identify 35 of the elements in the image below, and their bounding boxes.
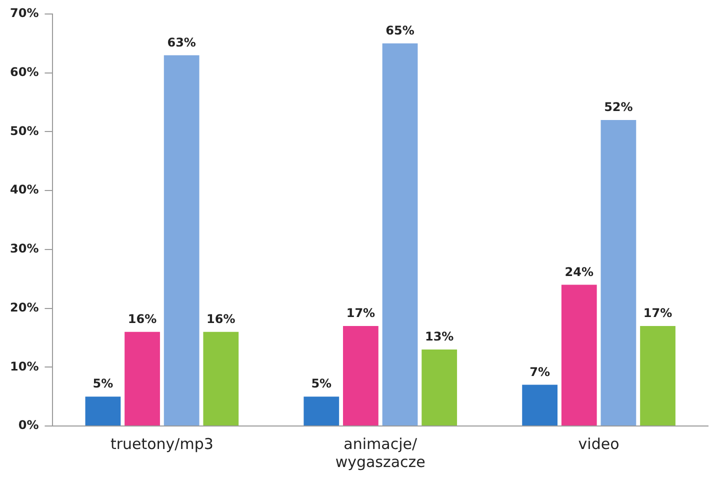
y-tick-label: 70% bbox=[10, 6, 39, 20]
data-label: 52% bbox=[604, 100, 633, 114]
bar bbox=[203, 332, 239, 426]
bar bbox=[640, 326, 676, 426]
y-tick-label: 50% bbox=[10, 124, 39, 138]
x-tick-label: truetony/mp3 bbox=[110, 434, 214, 453]
bar bbox=[343, 326, 378, 426]
bar bbox=[600, 120, 636, 426]
bar bbox=[164, 55, 200, 426]
x-tick-label: animacje/ wygaszacze bbox=[335, 434, 426, 471]
y-tick-label: 20% bbox=[10, 300, 39, 314]
data-label: 13% bbox=[424, 330, 454, 344]
y-tick-label: 60% bbox=[10, 64, 39, 79]
data-label: 65% bbox=[386, 24, 414, 38]
data-label: 7% bbox=[530, 364, 550, 379]
data-label: 63% bbox=[167, 35, 196, 50]
data-label: 16% bbox=[128, 312, 157, 326]
bar bbox=[85, 396, 121, 426]
bar bbox=[304, 396, 340, 426]
data-label: 17% bbox=[346, 306, 376, 320]
bar bbox=[522, 384, 558, 426]
y-tick-label: 10% bbox=[10, 359, 39, 374]
data-label: 24% bbox=[564, 264, 594, 279]
data-label: 5% bbox=[92, 376, 114, 391]
data-label: 17% bbox=[643, 306, 672, 320]
bar bbox=[124, 332, 160, 426]
y-tick-label: 0% bbox=[18, 418, 39, 432]
data-label: 16% bbox=[206, 312, 236, 326]
bar bbox=[561, 284, 597, 426]
y-tick-label: 30% bbox=[10, 242, 39, 256]
bar bbox=[382, 43, 418, 426]
bar bbox=[422, 349, 458, 426]
y-tick-label: 40% bbox=[10, 182, 39, 197]
data-label: 5% bbox=[311, 376, 332, 391]
x-tick-label: video bbox=[578, 434, 620, 453]
